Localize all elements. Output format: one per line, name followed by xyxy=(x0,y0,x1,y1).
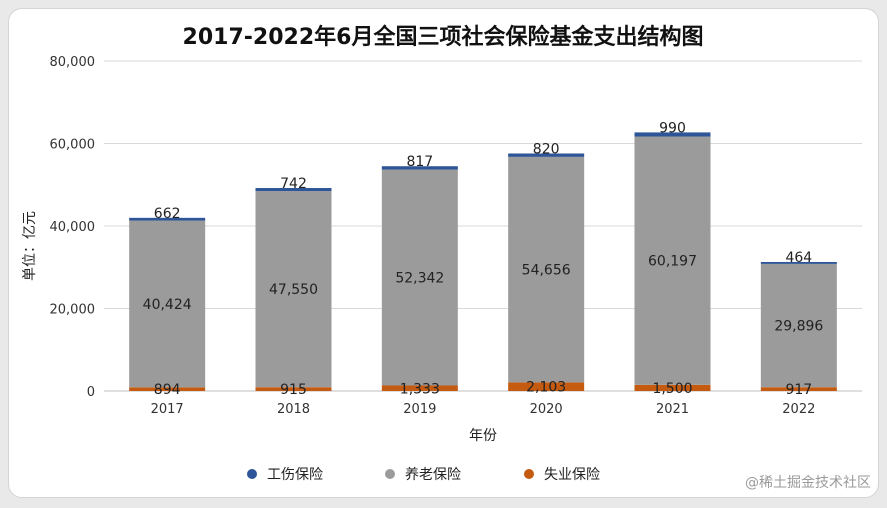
watermark: @稀土掘金技术社区 xyxy=(745,475,871,491)
bar-养老保险-2021 xyxy=(634,136,711,385)
bar-失业保险-2022 xyxy=(760,387,837,391)
bar-工伤保险-2021 xyxy=(634,132,711,137)
data-label-工伤保险-2020: 820 xyxy=(533,141,560,157)
legend-label-失业保险: 失业保险 xyxy=(544,467,600,483)
data-labels: 894 40,424 662 915 47,550 742 1,333 52,342 817 2,… xyxy=(143,120,824,398)
data-label-养老保险-2019: 52,342 xyxy=(395,271,444,287)
bar-失业保险-2019 xyxy=(381,385,458,391)
y-tick-label: 60,000 xyxy=(50,138,96,153)
data-label-工伤保险-2018: 742 xyxy=(280,176,307,192)
bar-工伤保险-2020 xyxy=(508,153,585,157)
y-tick-label: 40,000 xyxy=(50,220,96,235)
data-label-失业保险-2018: 915 xyxy=(280,382,307,398)
y-tick-label: 80,000 xyxy=(50,55,96,70)
y-tick-label: 0 xyxy=(87,385,95,400)
bar-工伤保险-2022 xyxy=(760,261,837,264)
chart-title: 2017-2022年6月全国三项社会保险基金支出结构图 xyxy=(183,24,704,50)
y-axis-ticks: 0 20,000 40,000 60,000 80,000 xyxy=(50,55,96,400)
x-tick-label: 2020 xyxy=(530,402,563,417)
bar-工伤保险-2019 xyxy=(381,166,458,170)
data-label-失业保险-2022: 917 xyxy=(785,382,812,398)
bar-养老保险-2020 xyxy=(508,156,585,383)
legend-label-养老保险: 养老保险 xyxy=(405,467,461,483)
legend: 工伤保险 养老保险 失业保险 xyxy=(247,467,600,483)
gridlines xyxy=(104,60,862,392)
data-label-工伤保险-2022: 464 xyxy=(785,250,812,266)
data-label-失业保险-2019: 1,333 xyxy=(400,381,440,397)
bar-养老保险-2018 xyxy=(255,191,332,388)
x-tick-label: 2021 xyxy=(656,402,689,417)
data-label-工伤保险-2017: 662 xyxy=(154,206,181,222)
legend-marker-失业保险 xyxy=(524,469,534,479)
data-label-失业保险-2021: 1,500 xyxy=(652,381,692,397)
bar-养老保险-2017 xyxy=(129,220,206,388)
y-axis-title: 单位：亿元 xyxy=(22,211,38,281)
bar-工伤保险-2018 xyxy=(255,188,332,192)
data-label-养老保险-2018: 47,550 xyxy=(269,282,318,298)
x-tick-label: 2017 xyxy=(151,402,184,417)
data-label-失业保险-2017: 894 xyxy=(154,382,181,398)
data-label-养老保险-2017: 40,424 xyxy=(143,297,192,313)
bar-失业保险-2021 xyxy=(634,384,711,391)
y-tick-label: 20,000 xyxy=(50,303,96,318)
x-axis-ticks: 2017 2018 2019 2020 2021 2022 xyxy=(151,402,816,417)
x-tick-label: 2018 xyxy=(277,402,310,417)
data-label-养老保险-2022: 29,896 xyxy=(774,319,823,335)
bars xyxy=(129,132,837,391)
bar-失业保险-2020 xyxy=(508,382,585,391)
bar-工伤保险-2017 xyxy=(129,217,206,221)
data-label-工伤保险-2019: 817 xyxy=(406,154,433,170)
data-label-养老保险-2020: 54,656 xyxy=(522,263,571,279)
bar-养老保险-2019 xyxy=(381,169,458,386)
x-axis-title: 年份 xyxy=(469,428,497,444)
bar-失业保险-2017 xyxy=(129,387,206,391)
x-tick-label: 2022 xyxy=(782,402,815,417)
legend-marker-养老保险 xyxy=(385,469,395,479)
legend-label-工伤保险: 工伤保险 xyxy=(267,467,323,483)
data-label-失业保险-2020: 2,103 xyxy=(526,380,566,396)
x-tick-label: 2019 xyxy=(403,402,436,417)
bar-养老保险-2022 xyxy=(760,263,837,388)
data-label-养老保险-2021: 60,197 xyxy=(648,254,697,270)
legend-marker-工伤保险 xyxy=(247,469,257,479)
bar-失业保险-2018 xyxy=(255,387,332,391)
data-label-工伤保险-2021: 990 xyxy=(659,120,686,136)
